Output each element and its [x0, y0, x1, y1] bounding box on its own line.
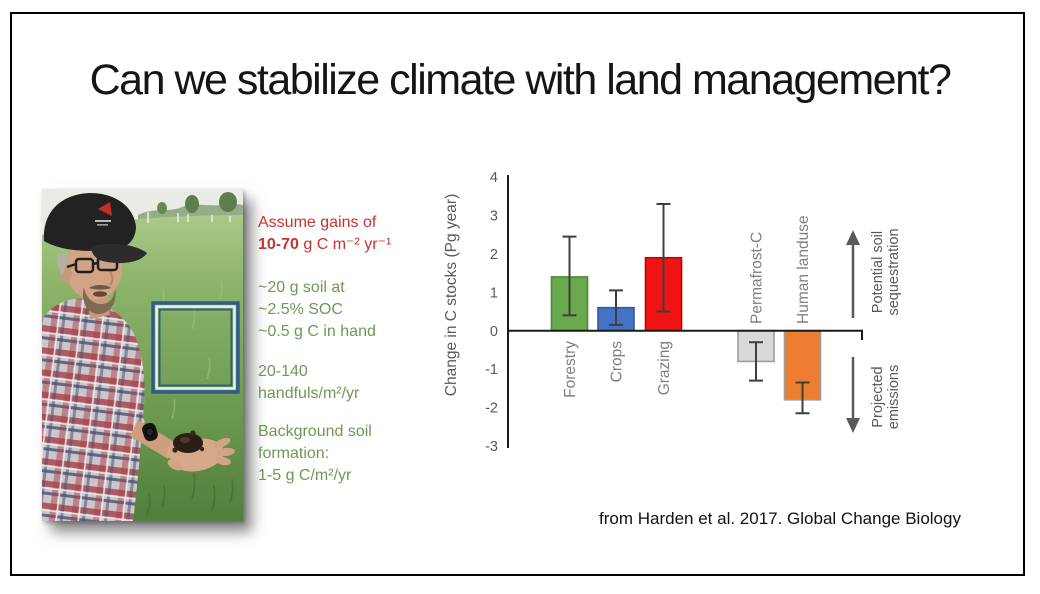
slide-title: Can we stabilize climate with land manag…	[89, 56, 952, 104]
emissions-label-line1: Projected	[870, 366, 886, 427]
note-units: g C m⁻² yr⁻¹	[298, 236, 392, 253]
note-line: Background soil	[258, 423, 372, 440]
plaid-shirt	[42, 298, 145, 521]
note-line: ~2.5% SOC	[258, 301, 343, 318]
fence-posts	[147, 212, 231, 223]
note-line: ~20 g soil at	[258, 279, 345, 296]
note-handfuls-rate: 20-140 handfuls/m²/yr	[258, 361, 359, 405]
note-line: 10-70 g C m⁻² yr⁻¹	[258, 234, 391, 256]
category-label-crops: Crops	[608, 341, 625, 383]
note-line: formation:	[258, 445, 330, 462]
category-label-permafrost-c: Permafrost-C	[748, 232, 765, 324]
note-line: handfuls/m²/yr	[258, 385, 360, 402]
y-tick-label: -1	[485, 362, 498, 378]
goatee	[82, 287, 116, 315]
nose	[109, 270, 114, 286]
y-tick-label: 0	[490, 324, 498, 340]
field-photo	[42, 189, 243, 521]
field-photo-graphic	[42, 189, 243, 521]
y-tick-label: 2	[490, 247, 498, 263]
note-line: ~0.5 g C in hand	[258, 323, 376, 340]
x-axis-line	[508, 329, 863, 340]
bar-chart: Change in C stocks (Pg year) 4 3 2 1 0 -1 -2 -3…	[443, 170, 902, 455]
gray-hair	[57, 253, 68, 275]
y-tick-label: -2	[485, 401, 498, 417]
sequestration-label-line2: sequestration	[886, 228, 902, 315]
category-label-forestry: Forestry	[562, 341, 579, 398]
grass-texture-light	[161, 280, 223, 420]
y-tick-label: 3	[490, 209, 498, 225]
shirt-sleeve	[87, 367, 145, 438]
note-bold-range: 10-70	[258, 236, 299, 253]
chart-plot-area: 4 3 2 1 0 -1 -2 -3 Forestry Crops Grazing Permafros…	[485, 170, 822, 455]
mouth	[93, 291, 107, 297]
bar-human-landuse	[783, 329, 822, 401]
note-line: Assume gains of	[258, 214, 377, 231]
up-arrow-icon	[846, 230, 860, 318]
y-tick-label: 4	[490, 170, 498, 186]
mustache	[89, 285, 111, 290]
wristwatch	[142, 422, 158, 442]
category-label-grazing: Grazing	[656, 341, 673, 395]
note-line: 20-140	[258, 363, 308, 380]
note-soil-in-hand: ~20 g soil at ~2.5% SOC ~0.5 g C in hand	[258, 277, 376, 343]
y-tick-label: 1	[490, 285, 498, 301]
note-assumed-gains: Assume gains of 10-70 g C m⁻² yr⁻¹	[258, 212, 391, 256]
citation: from Harden et al. 2017. Global Change B…	[599, 509, 961, 528]
y-axis-label: Change in C stocks (Pg year)	[443, 194, 460, 396]
down-arrow-icon	[846, 357, 860, 433]
soil-sample	[172, 430, 205, 453]
category-label-human-landuse: Human landuse	[795, 215, 812, 324]
cap-logo	[98, 202, 112, 216]
note-line: 1-5 g C/m²/yr	[258, 467, 352, 484]
sequestration-label-line1: Potential soil	[870, 231, 886, 313]
person-figure	[42, 193, 235, 521]
note-background-formation: Background soil formation: 1-5 g C/m²/yr	[258, 421, 372, 487]
photo-highlight-square	[151, 301, 240, 394]
emissions-label-line2: emissions	[886, 365, 902, 429]
baseball-cap	[43, 193, 147, 264]
y-tick-label: -3	[485, 439, 498, 455]
